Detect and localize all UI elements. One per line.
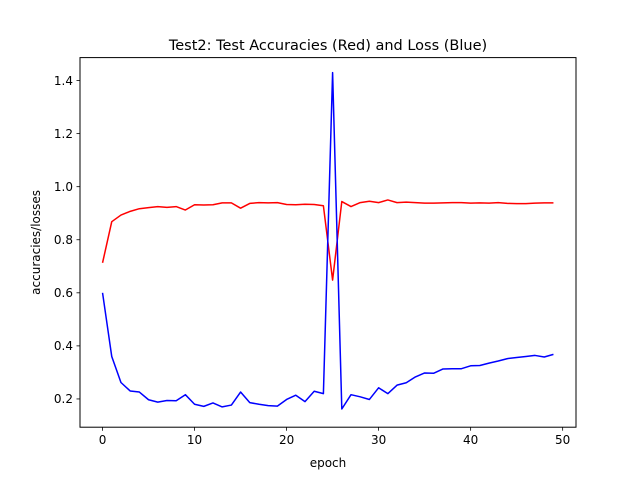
x-tick-label: 30 [371,433,386,447]
series-layer [101,71,554,410]
y-tick-label: 0.8 [54,233,73,247]
x-tick-label: 50 [555,433,570,447]
ticks-layer: 0 10 20 30 40 50 0.2 0.4 0.6 0.8 1.0 1.2 1.4 [54,74,570,447]
y-tick-label: 0.2 [54,392,73,406]
y-tick-label: 0.6 [54,286,73,300]
plot-area-frame [79,57,577,428]
x-tick-label: 40 [463,433,478,447]
y-tick-label: 1.4 [54,74,73,88]
series-line-2 [101,71,554,410]
x-tick-label: 10 [187,433,202,447]
y-tick-label: 1.0 [54,180,73,194]
y-tick-label: 1.2 [54,127,73,141]
y-tick-label: 0.4 [54,339,73,353]
chart-title: Test2: Test Accuracies (Red) and Loss (B… [168,38,487,54]
x-tick-label: 0 [99,433,107,447]
x-tick-label: 20 [279,433,294,447]
x-axis-label: epoch [310,456,347,470]
y-axis-label: accuracies/losses [29,190,43,295]
